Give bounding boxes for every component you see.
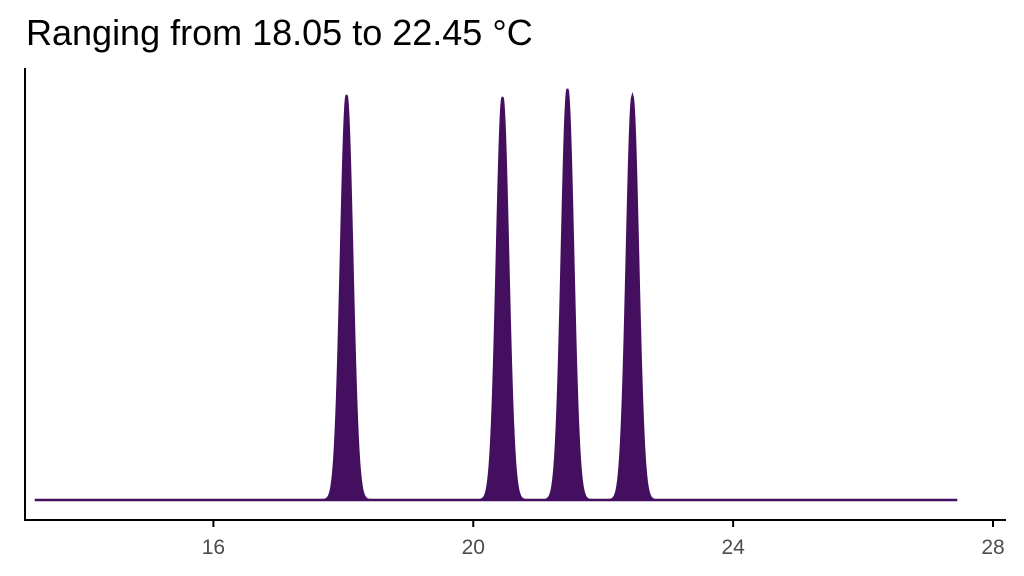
peak-area-3 (541, 88, 594, 501)
x-ticks: 16 20 24 28 (202, 520, 1005, 559)
x-tick-label: 20 (462, 536, 485, 559)
peak-area-1 (320, 94, 373, 501)
x-tick-label: 16 (202, 536, 225, 559)
peak-areas (320, 88, 659, 501)
chart-title: Ranging from 18.05 to 22.45 °C (26, 12, 533, 53)
peak-area-2 (476, 96, 529, 501)
peak-area-4 (606, 91, 659, 501)
x-tick-label: 28 (981, 536, 1004, 559)
x-tick-label: 24 (721, 536, 745, 559)
